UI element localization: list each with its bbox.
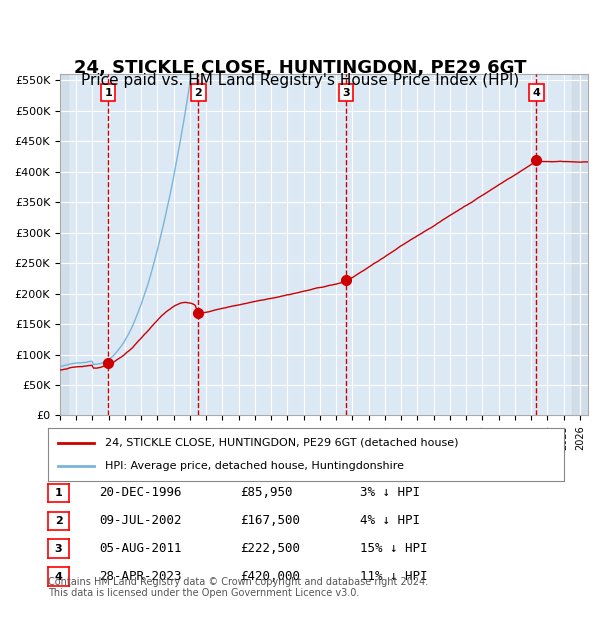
Text: 28-APR-2023: 28-APR-2023 <box>99 570 182 583</box>
Text: 3: 3 <box>342 87 350 98</box>
Text: 2: 2 <box>194 87 202 98</box>
Text: 24, STICKLE CLOSE, HUNTINGDON, PE29 6GT (detached house): 24, STICKLE CLOSE, HUNTINGDON, PE29 6GT … <box>105 438 458 448</box>
Text: 3: 3 <box>55 544 62 554</box>
Text: 2: 2 <box>55 516 62 526</box>
Text: 3% ↓ HPI: 3% ↓ HPI <box>360 487 420 499</box>
Text: 4: 4 <box>532 87 540 98</box>
Text: 4% ↓ HPI: 4% ↓ HPI <box>360 515 420 527</box>
Text: HPI: Average price, detached house, Huntingdonshire: HPI: Average price, detached house, Hunt… <box>105 461 404 471</box>
Text: 24, STICKLE CLOSE, HUNTINGDON, PE29 6GT: 24, STICKLE CLOSE, HUNTINGDON, PE29 6GT <box>74 59 526 77</box>
Bar <box>28 74 68 415</box>
Text: 4: 4 <box>55 572 62 582</box>
Text: £167,500: £167,500 <box>240 515 300 527</box>
Text: 11% ↓ HPI: 11% ↓ HPI <box>360 570 427 583</box>
Bar <box>572 74 600 415</box>
Text: 09-JUL-2002: 09-JUL-2002 <box>99 515 182 527</box>
Text: 20-DEC-1996: 20-DEC-1996 <box>99 487 182 499</box>
Text: 15% ↓ HPI: 15% ↓ HPI <box>360 542 427 555</box>
Text: 1: 1 <box>55 488 62 498</box>
Text: Price paid vs. HM Land Registry's House Price Index (HPI): Price paid vs. HM Land Registry's House … <box>81 73 519 88</box>
Text: Contains HM Land Registry data © Crown copyright and database right 2024.
This d: Contains HM Land Registry data © Crown c… <box>48 577 428 598</box>
Text: £420,000: £420,000 <box>240 570 300 583</box>
Text: £222,500: £222,500 <box>240 542 300 555</box>
Text: £85,950: £85,950 <box>240 487 293 499</box>
Text: 1: 1 <box>104 87 112 98</box>
Text: 05-AUG-2011: 05-AUG-2011 <box>99 542 182 555</box>
